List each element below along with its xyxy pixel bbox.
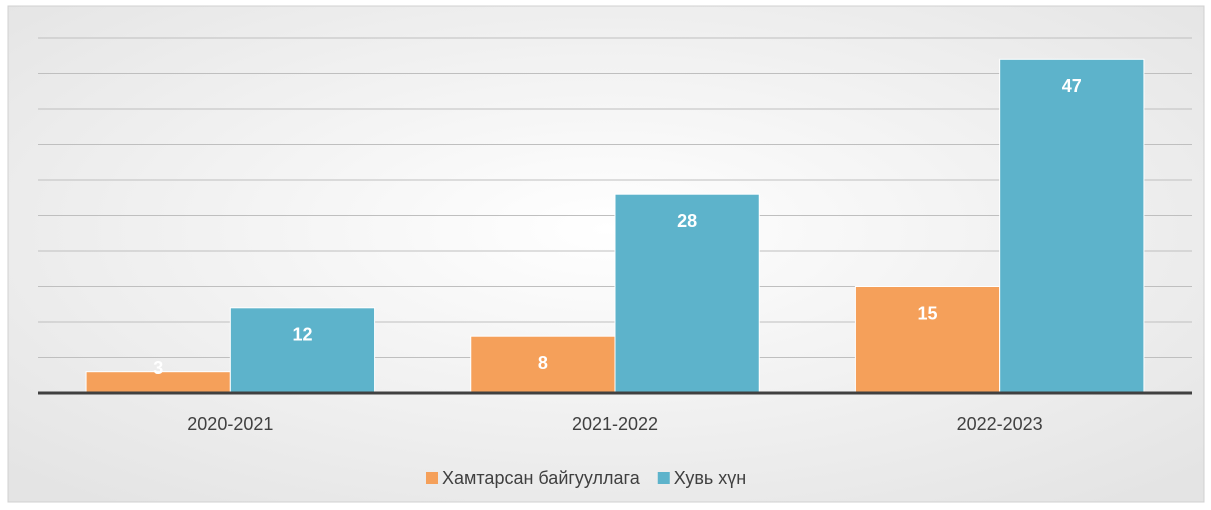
data-label: 12 [292,325,312,345]
data-label: 28 [677,211,697,231]
bar [614,193,760,394]
legend-label: Хувь хүн [674,468,747,488]
x-tick-label: 2021-2022 [572,414,658,434]
data-label: 47 [1062,76,1082,96]
bar [999,58,1145,394]
legend-swatch [657,472,670,484]
legend-swatch [426,472,438,484]
data-label: 15 [918,303,938,323]
x-tick-label: 2020-2021 [187,414,273,434]
bar [229,307,376,394]
legend-label: Хамтарсан байгууллага [442,468,641,488]
data-label: 8 [538,353,548,373]
data-label: 3 [153,358,163,378]
x-tick-label: 2022-2023 [957,414,1043,434]
